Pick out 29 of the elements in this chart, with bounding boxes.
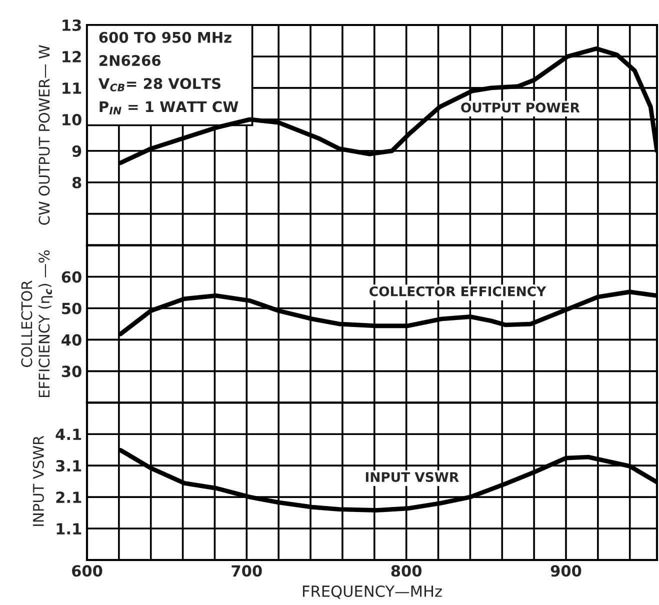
y-tick-label: 4.1 [56,428,82,440]
y-tick-label: 3.1 [56,460,82,472]
y-tick-label: 9 [72,145,82,157]
y-tick-label: 12 [62,50,81,62]
x-tick-label: 800 [391,565,422,577]
y-tick-label: 8 [72,176,82,188]
y-tick-label: 10 [62,114,82,126]
series-label: OUTPUT POWER [461,102,580,113]
y-axis-title: INPUT VSWR [32,436,44,526]
y-tick-label: 30 [62,366,82,378]
x-axis-title: FREQUENCY—MHz [302,585,442,599]
series-label: INPUT VSWR [366,472,459,482]
y-tick-label: 11 [62,82,82,94]
y-tick-label: 60 [62,271,82,283]
y-tick-label: 2.1 [56,492,82,503]
annotation: P$_{IN}$ = 1 WATT CW [100,101,238,114]
series-label: COLLECTOR EFFICIENCY [370,286,546,296]
annotation: 2N6266 [100,54,161,66]
y-axis-title: CW OUTPUT POWER— W [38,45,50,225]
y-tick-label: 13 [62,19,81,32]
x-tick-label: 700 [232,565,262,577]
y-tick-label: 50 [62,302,82,314]
annotation: V$_{CB}$= 28 VOLTS [98,78,221,92]
y-tick-label: 40 [62,334,82,346]
x-tick-label: 900 [550,565,582,577]
annotation: 600 TO 950 MHz [99,32,232,43]
y-tick-label: 1.1 [56,523,82,534]
y-axis-title: COLLECTOR EFFICIENCY (η$_{c}$) —% [21,250,52,398]
x-tick-label: 600 [72,565,102,577]
